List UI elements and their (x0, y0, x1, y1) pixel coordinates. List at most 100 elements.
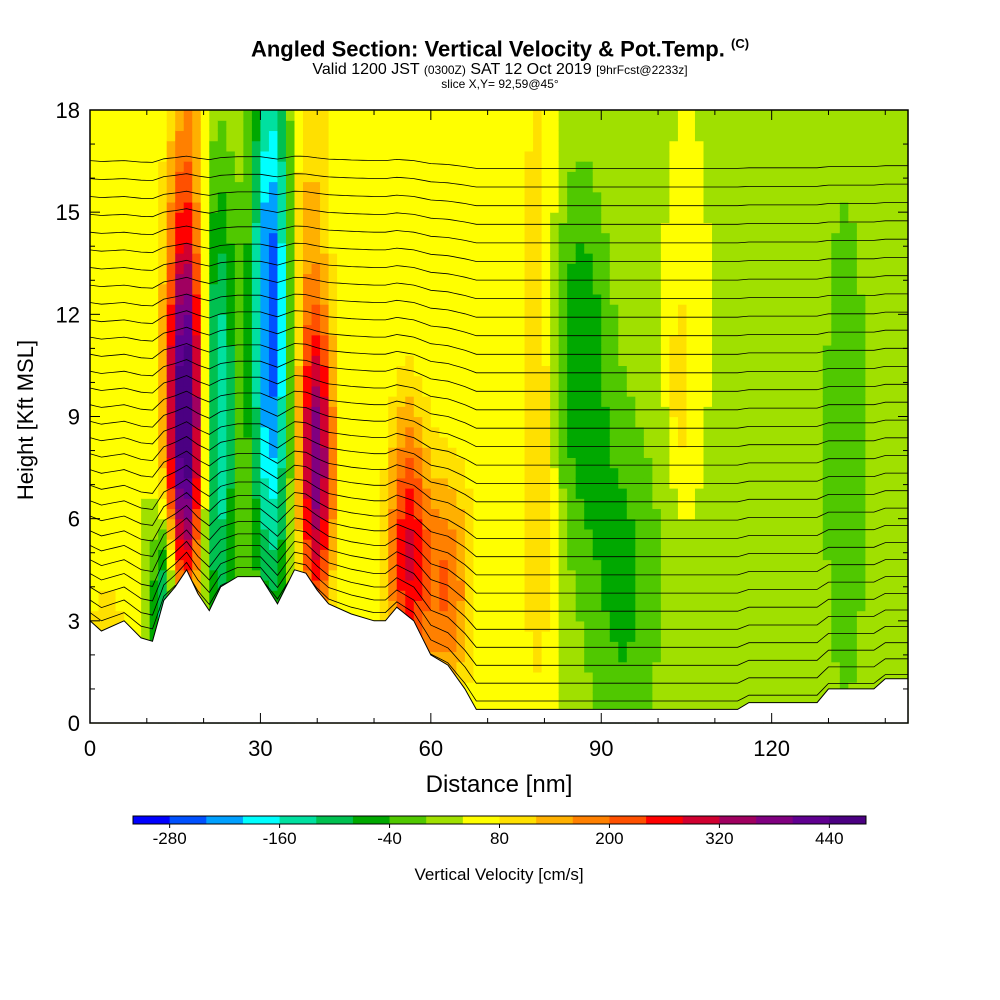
velocity-cell (277, 253, 287, 264)
velocity-cell (618, 406, 628, 418)
velocity-cell (660, 293, 671, 305)
velocity-cell (328, 212, 338, 223)
velocity-cell (712, 447, 722, 458)
velocity-cell (712, 314, 722, 326)
velocity-cell (507, 304, 517, 315)
velocity-cell (524, 130, 534, 142)
velocity-cell (379, 140, 389, 152)
velocity-cell (669, 436, 679, 448)
velocity-cell (618, 201, 628, 213)
velocity-cell (601, 692, 611, 704)
velocity-cell (371, 130, 381, 142)
velocity-cell (746, 579, 756, 591)
velocity-cell (277, 375, 287, 387)
velocity-cell (601, 242, 611, 254)
velocity-cell (354, 222, 364, 234)
velocity-cell (788, 631, 798, 642)
velocity-cell (183, 232, 193, 244)
velocity-cell (473, 314, 483, 326)
velocity-cell (609, 641, 619, 653)
velocity-cell (413, 232, 423, 244)
velocity-cell (268, 355, 279, 367)
velocity-cell (635, 651, 645, 663)
velocity-cell (601, 671, 611, 683)
velocity-cell (388, 508, 398, 520)
velocity-cell (447, 590, 457, 601)
velocity-cell (490, 191, 500, 203)
velocity-cell (328, 477, 338, 489)
velocity-cell (209, 120, 219, 132)
velocity-cell (473, 253, 483, 264)
velocity-cell (337, 579, 347, 591)
velocity-cell (754, 304, 764, 315)
velocity-cell (567, 549, 577, 561)
velocity-cell (507, 447, 517, 458)
velocity-cell (473, 518, 483, 530)
velocity-cell (345, 498, 355, 510)
velocity-cell (439, 488, 449, 499)
velocity-cell (294, 477, 304, 489)
velocity-cell (124, 253, 134, 264)
velocity-cell (584, 436, 594, 448)
velocity-cell (473, 559, 483, 571)
velocity-cell (243, 467, 253, 479)
velocity-cell (473, 436, 483, 448)
velocity-cell (464, 263, 475, 275)
velocity-cell (345, 283, 355, 295)
velocity-cell (311, 242, 321, 254)
velocity-cell (473, 661, 483, 673)
velocity-cell (328, 528, 338, 540)
velocity-cell (320, 447, 330, 458)
velocity-cell (320, 273, 330, 285)
velocity-cell (447, 457, 457, 469)
velocity-cell (788, 191, 798, 203)
velocity-cell (209, 161, 219, 172)
velocity-cell (763, 314, 773, 326)
velocity-cell (251, 150, 262, 162)
velocity-cell (371, 477, 381, 489)
velocity-cell (268, 191, 279, 203)
velocity-cell (354, 344, 364, 356)
velocity-cell (132, 508, 142, 520)
velocity-cell (746, 682, 756, 693)
velocity-cell (430, 120, 440, 132)
velocity-cell (618, 631, 628, 642)
velocity-cell (166, 120, 176, 132)
velocity-cell (328, 559, 338, 571)
velocity-cell (396, 447, 406, 458)
velocity-cell (328, 181, 338, 193)
velocity-cell (516, 682, 526, 693)
velocity-cell (541, 702, 551, 714)
velocity-cell (251, 140, 262, 152)
velocity-cell (371, 518, 381, 530)
velocity-cell (550, 365, 560, 377)
velocity-cell (575, 212, 585, 223)
velocity-cell (652, 324, 662, 336)
velocity-cell (780, 549, 790, 561)
velocity-cell (601, 651, 611, 663)
velocity-cell (746, 488, 756, 499)
velocity-cell (780, 212, 790, 223)
velocity-cell (456, 559, 466, 571)
velocity-cell (703, 263, 713, 275)
velocity-cell (405, 263, 415, 275)
velocity-cell (354, 365, 364, 377)
velocity-cell (780, 498, 790, 510)
velocity-cell (677, 610, 688, 622)
velocity-cell (277, 416, 287, 428)
velocity-cell (439, 447, 449, 458)
velocity-cell (345, 539, 355, 550)
velocity-cell (626, 314, 636, 326)
velocity-cell (490, 488, 500, 499)
velocity-cell (158, 324, 168, 336)
velocity-cell (626, 263, 636, 275)
velocity-cell (345, 477, 355, 489)
velocity-cell (780, 559, 790, 571)
velocity-cell (456, 191, 466, 203)
velocity-cell (541, 212, 551, 223)
velocity-cell (175, 150, 185, 162)
velocity-cell (592, 396, 602, 407)
velocity-cell (669, 549, 679, 561)
velocity-cell (788, 324, 798, 336)
velocity-cell (456, 232, 466, 244)
